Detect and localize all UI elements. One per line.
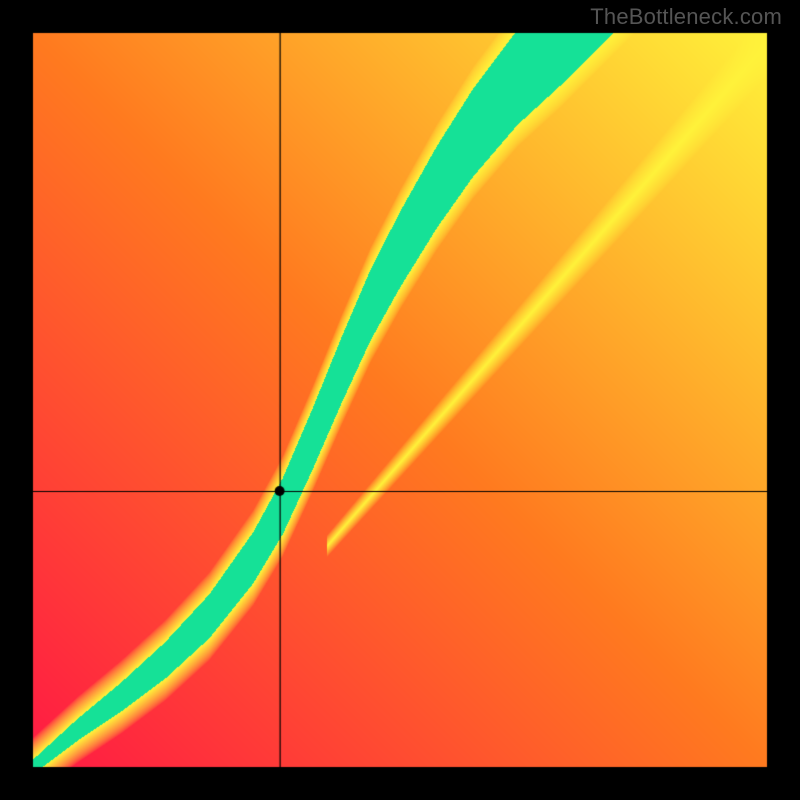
watermark-text: TheBottleneck.com — [590, 4, 782, 30]
figure-root: TheBottleneck.com — [0, 0, 800, 800]
heatmap-canvas — [0, 0, 800, 800]
